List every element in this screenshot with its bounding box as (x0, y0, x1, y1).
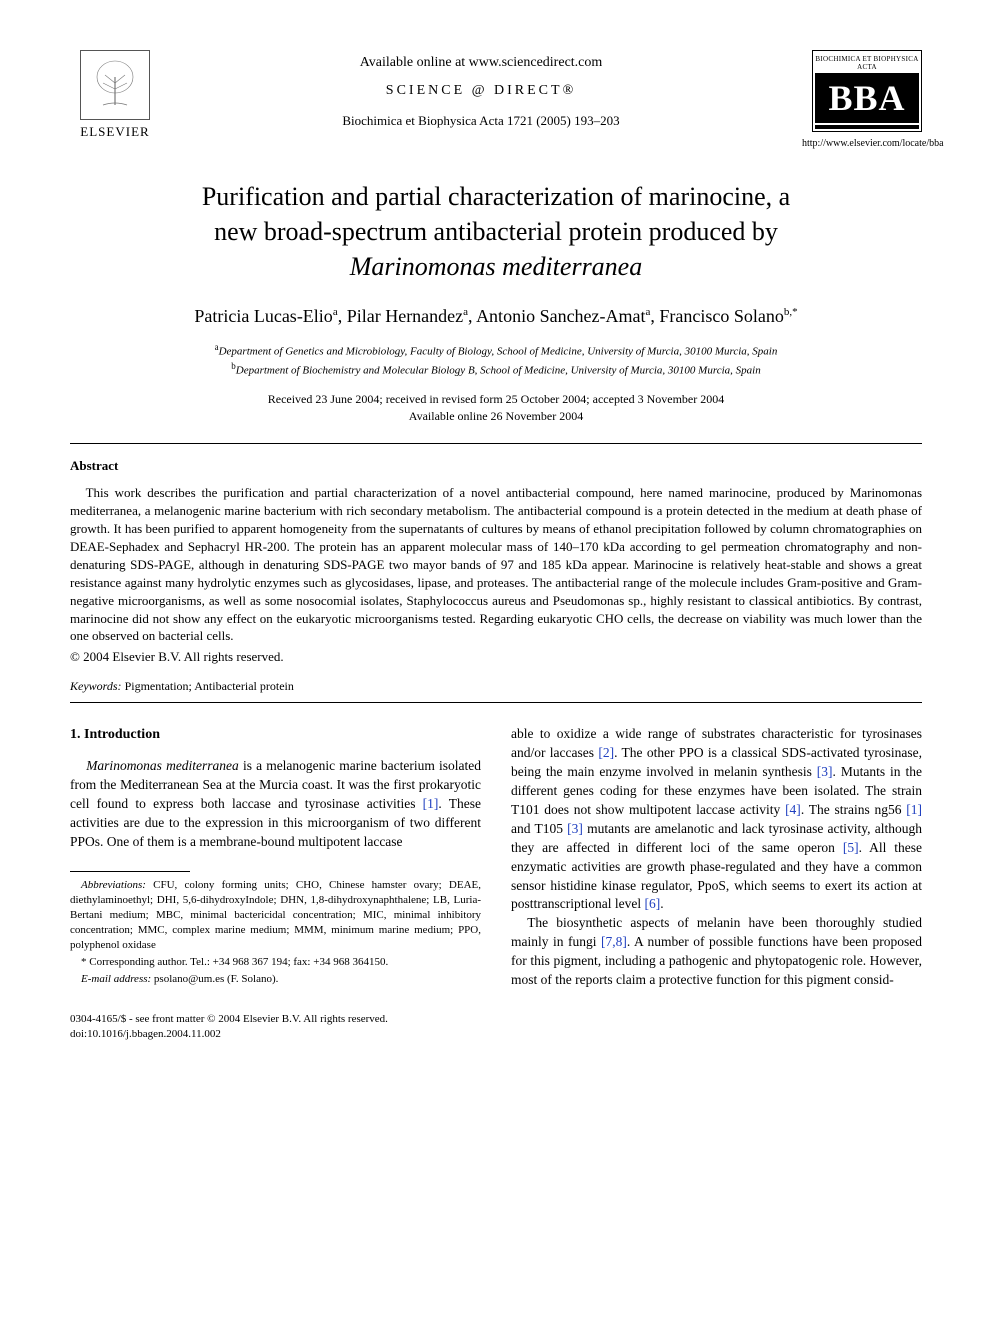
author-1-sup: a (333, 306, 338, 318)
elsevier-tree-icon (80, 50, 150, 120)
keywords-label: Keywords: (70, 679, 122, 693)
footnote-corresponding: * Corresponding author. Tel.: +34 968 36… (70, 955, 481, 970)
front-matter-line1: 0304-4165/$ - see front matter © 2004 El… (70, 1013, 388, 1025)
dates-line2: Available online 26 November 2004 (409, 409, 583, 423)
bba-logo: BIOCHIMICA ET BIOPHYSICA ACTA BBA http:/… (802, 50, 922, 149)
rule-bottom (70, 702, 922, 703)
sd-at-icon: @ (472, 83, 488, 98)
column-left: 1. Introduction Marinomonas mediterranea… (70, 725, 481, 989)
ref-4[interactable]: [4] (785, 802, 801, 817)
keywords: Keywords: Pigmentation; Antibacterial pr… (70, 679, 922, 694)
keywords-text: Pigmentation; Antibacterial protein (125, 679, 294, 693)
intro-p1: Marinomonas mediterranea is a melanogeni… (70, 757, 481, 851)
journal-reference: Biochimica et Biophysica Acta 1721 (2005… (160, 113, 802, 129)
abstract-body: This work describes the purification and… (70, 484, 922, 645)
bba-box: BIOCHIMICA ET BIOPHYSICA ACTA BBA (812, 50, 922, 132)
article-title: Purification and partial characterizatio… (110, 179, 882, 284)
elsevier-logo: ELSEVIER (70, 50, 160, 140)
bba-letters: BBA (815, 73, 919, 123)
intro-p1-species: Marinomonas mediterranea (86, 758, 239, 773)
ref-1b[interactable]: [1] (906, 802, 922, 817)
page-header: ELSEVIER Available online at www.science… (70, 50, 922, 149)
authors: Patricia Lucas-Elioa, Pilar Hernandeza, … (70, 306, 922, 327)
author-1: Patricia Lucas-Elio (194, 306, 332, 326)
p2-e: and T105 (511, 821, 567, 836)
dates-line1: Received 23 June 2004; received in revis… (268, 392, 725, 406)
title-line3-species: Marinomonas mediterranea (350, 252, 642, 281)
intro-p3: The biosynthetic aspects of melanin have… (511, 914, 922, 990)
elsevier-label: ELSEVIER (80, 124, 149, 140)
ref-2[interactable]: [2] (598, 745, 614, 760)
body-columns: 1. Introduction Marinomonas mediterranea… (70, 725, 922, 989)
footnote-abbrev: Abbreviations: CFU, colony forming units… (70, 878, 481, 952)
bba-stripe (815, 125, 919, 129)
bba-url: http://www.elsevier.com/locate/bba (802, 138, 922, 149)
author-4: Francisco Solano (659, 306, 783, 326)
sd-direct: DIRECT® (494, 83, 576, 98)
ref-78[interactable]: [7,8] (601, 934, 627, 949)
abstract-copyright: © 2004 Elsevier B.V. All rights reserved… (70, 649, 922, 665)
sciencedirect-logo: SCIENCE @ DIRECT® (160, 83, 802, 99)
rule-top (70, 443, 922, 444)
doi: doi:10.1016/j.bbagen.2004.11.002 (70, 1028, 221, 1040)
title-line1: Purification and partial characterizatio… (202, 182, 790, 211)
author-2: Pilar Hernandez (347, 306, 463, 326)
intro-p2: able to oxidize a wide range of substrat… (511, 725, 922, 914)
author-3: Antonio Sanchez-Amat (476, 306, 645, 326)
affiliation-b: Department of Biochemistry and Molecular… (236, 365, 761, 377)
header-center: Available online at www.sciencedirect.co… (160, 50, 802, 129)
email-label: E-mail address: (81, 973, 151, 985)
title-line2: new broad-spectrum antibacterial protein… (214, 217, 778, 246)
footnote-email: E-mail address: psolano@um.es (F. Solano… (70, 972, 481, 987)
abbrev-label: Abbreviations: (81, 879, 146, 891)
bba-fullname: BIOCHIMICA ET BIOPHYSICA ACTA (815, 53, 919, 73)
available-online-text: Available online at www.sciencedirect.co… (160, 55, 802, 71)
front-matter: 0304-4165/$ - see front matter © 2004 El… (70, 1012, 922, 1042)
ref-6[interactable]: [6] (644, 896, 660, 911)
author-2-sup: a (463, 306, 468, 318)
affiliations: aDepartment of Genetics and Microbiology… (70, 341, 922, 379)
intro-heading: 1. Introduction (70, 725, 481, 745)
ref-3[interactable]: [3] (817, 764, 833, 779)
affiliation-a: Department of Genetics and Microbiology,… (219, 346, 778, 358)
p2-h: . (660, 896, 663, 911)
column-right: able to oxidize a wide range of substrat… (511, 725, 922, 989)
email-value: psolano@um.es (F. Solano). (151, 973, 278, 985)
p2-d: . The strains ng56 (801, 802, 906, 817)
footnotes: Abbreviations: CFU, colony forming units… (70, 878, 481, 986)
ref-3b[interactable]: [3] (567, 821, 583, 836)
author-3-sup: a (646, 306, 651, 318)
ref-5[interactable]: [5] (843, 840, 859, 855)
footnote-rule (70, 871, 190, 872)
author-4-sup: b,* (784, 306, 798, 318)
sd-science: SCIENCE (386, 83, 465, 98)
article-dates: Received 23 June 2004; received in revis… (70, 391, 922, 425)
abstract-heading: Abstract (70, 458, 922, 474)
ref-1[interactable]: [1] (423, 796, 439, 811)
